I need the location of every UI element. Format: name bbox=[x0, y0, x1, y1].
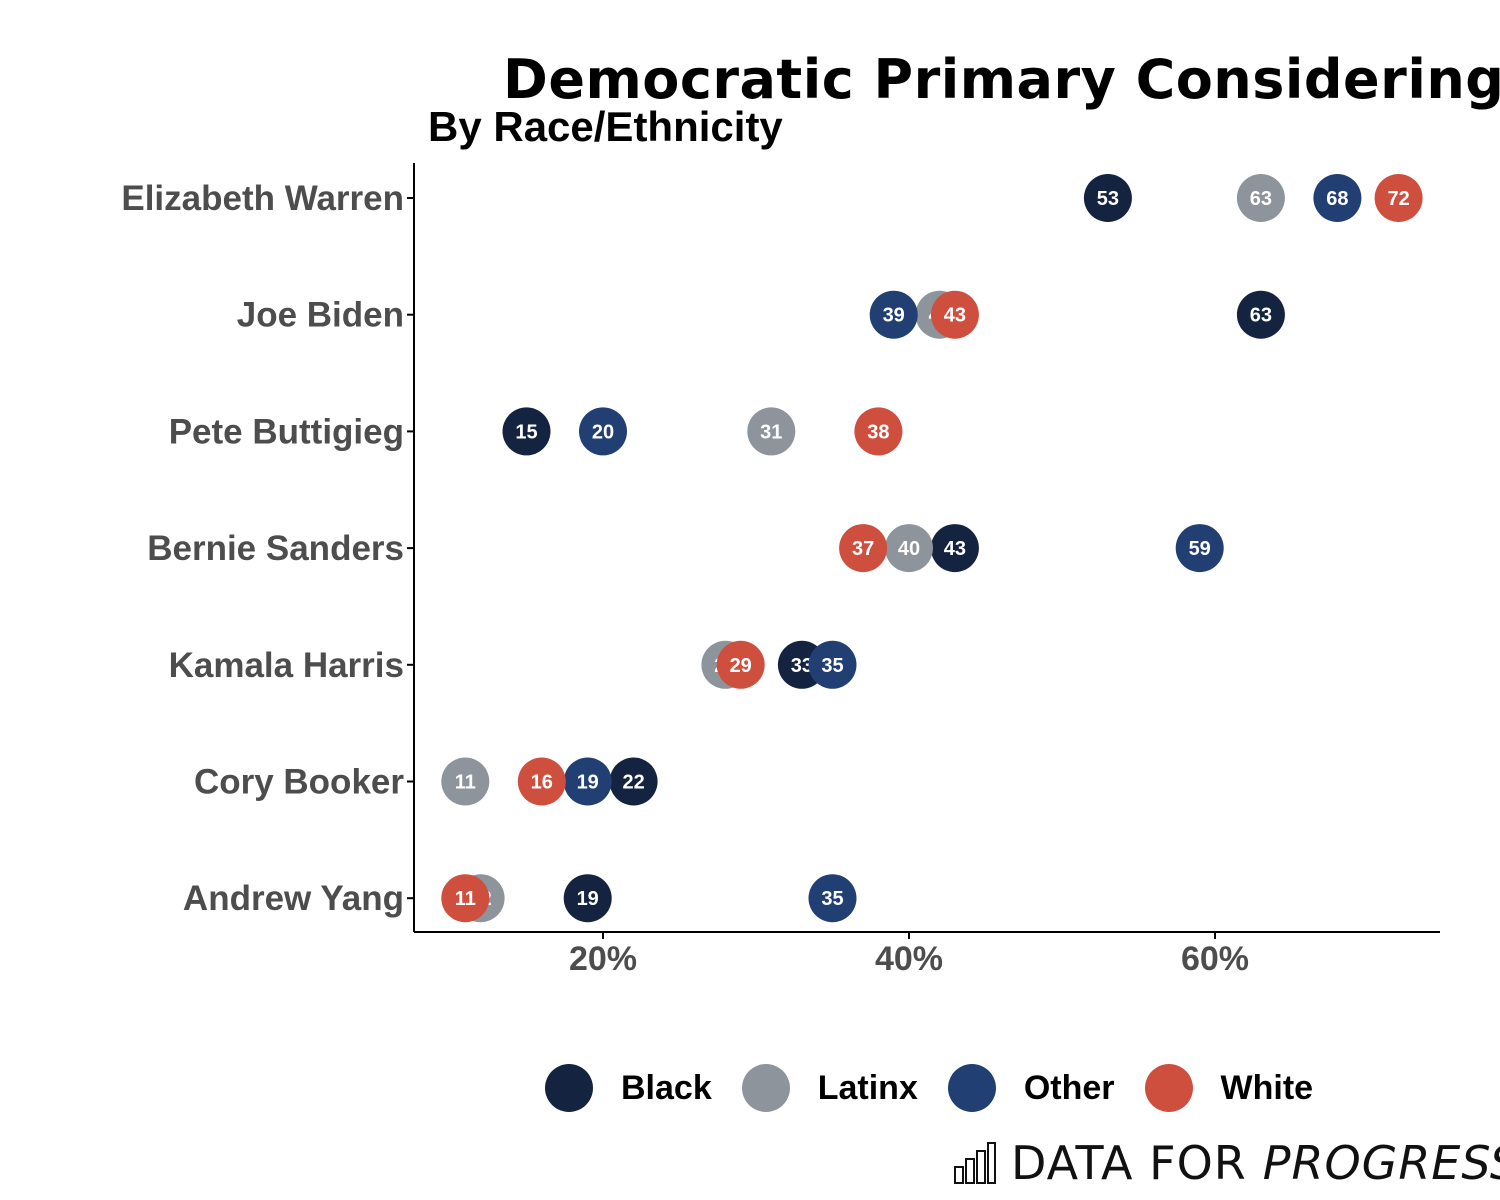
dot-label-other: 59 bbox=[1189, 538, 1211, 560]
dot-label-white: 72 bbox=[1387, 188, 1409, 210]
dot-label-other: 19 bbox=[577, 772, 599, 794]
y-tick-label: Andrew Yang bbox=[183, 879, 404, 918]
dot-label-black: 15 bbox=[515, 421, 537, 443]
dot-label-other: 68 bbox=[1326, 188, 1348, 210]
dot-other bbox=[869, 290, 918, 339]
x-tick-label: 20% bbox=[569, 940, 637, 978]
legend-swatch-black bbox=[545, 1064, 593, 1112]
dot-label-white: 29 bbox=[730, 655, 752, 677]
legend-swatch-other bbox=[947, 1064, 996, 1112]
brand-text-data-for: DATA FOR bbox=[1011, 1136, 1247, 1190]
legend-item-latinx: Latinx bbox=[741, 1064, 918, 1112]
chart-title: Democratic Primary Considering bbox=[503, 48, 1500, 111]
chart-subtitle: By Race/Ethnicity bbox=[428, 103, 783, 150]
dot-black bbox=[930, 524, 979, 573]
dot-other bbox=[1313, 174, 1362, 222]
dot-white bbox=[441, 874, 490, 923]
y-tick-label: Cory Booker bbox=[194, 763, 404, 802]
dot-other bbox=[808, 640, 857, 689]
legend-swatch-latinx bbox=[741, 1064, 790, 1112]
dot-label-black: 33 bbox=[791, 655, 813, 677]
dot-latinx bbox=[441, 757, 490, 806]
dot-label-other: 39 bbox=[883, 305, 905, 327]
dot-label-black: 53 bbox=[1097, 188, 1119, 210]
dot-black bbox=[563, 874, 612, 923]
dot-other bbox=[563, 757, 612, 806]
data-for-progress-logo: DATA FOR PROGRESS bbox=[953, 1136, 1500, 1190]
dot-black bbox=[609, 757, 658, 806]
dot-latinx bbox=[885, 524, 933, 573]
dot-latinx bbox=[1236, 174, 1285, 222]
dot-white bbox=[839, 524, 888, 573]
dot-label-black: 19 bbox=[577, 888, 599, 910]
y-tick-label: Kamala Harris bbox=[169, 646, 404, 685]
legend-item-other: Other bbox=[947, 1064, 1115, 1112]
legend-item-white: White bbox=[1144, 1064, 1314, 1112]
legend-label-black: Black bbox=[621, 1068, 712, 1107]
dot-other bbox=[1175, 524, 1224, 573]
dot-other bbox=[808, 874, 857, 923]
dot-label-other: 35 bbox=[821, 655, 843, 677]
dot-label-black: 63 bbox=[1250, 305, 1272, 327]
legend-label-white: White bbox=[1220, 1068, 1314, 1107]
y-tick-label: Elizabeth Warren bbox=[121, 179, 404, 218]
dot-white bbox=[854, 407, 903, 456]
dot-label-latinx: 40 bbox=[898, 538, 920, 560]
dot-white bbox=[716, 640, 765, 689]
dot-black bbox=[502, 407, 551, 456]
y-tick-label: Pete Buttigieg bbox=[169, 412, 404, 451]
dot-white bbox=[1374, 174, 1423, 222]
dot-white bbox=[930, 290, 979, 339]
legend-item-black: Black bbox=[545, 1064, 712, 1112]
dot-black bbox=[1083, 174, 1132, 222]
dot-latinx bbox=[747, 407, 796, 456]
dot-black bbox=[1236, 290, 1285, 339]
dot-plot: 20% 40% 60% Elizabeth Warren Joe Biden Pete B… bbox=[121, 163, 1440, 978]
dot-label-white: 11 bbox=[455, 888, 476, 910]
y-tick-label: Joe Biden bbox=[237, 296, 404, 335]
bar-chart-logo-icon bbox=[954, 1142, 996, 1184]
dot-other bbox=[579, 407, 627, 456]
dot-label-white: 43 bbox=[944, 305, 966, 327]
dot-label-other: 20 bbox=[592, 421, 614, 443]
brand-text-progress: PROGRESS bbox=[1262, 1136, 1500, 1190]
legend-swatch-white bbox=[1144, 1064, 1193, 1112]
legend-label-latinx: Latinx bbox=[817, 1068, 918, 1107]
dot-label-latinx: 11 bbox=[455, 772, 476, 794]
y-tick-label: Bernie Sanders bbox=[147, 529, 404, 568]
dot-label-black: 43 bbox=[944, 538, 966, 560]
x-tick-label: 40% bbox=[875, 940, 943, 978]
dot-label-white: 37 bbox=[852, 538, 874, 560]
dot-label-white: 16 bbox=[531, 772, 553, 794]
dot-label-white: 38 bbox=[867, 421, 889, 443]
dot-label-latinx: 63 bbox=[1250, 188, 1272, 210]
dot-label-other: 35 bbox=[821, 888, 843, 910]
dot-white bbox=[517, 757, 566, 806]
dot-label-latinx: 31 bbox=[760, 421, 782, 443]
x-tick-label: 60% bbox=[1181, 940, 1249, 978]
dot-label-black: 22 bbox=[622, 772, 644, 794]
legend-label-other: Other bbox=[1023, 1068, 1115, 1107]
legend: Black Latinx Other White bbox=[545, 1064, 1343, 1112]
